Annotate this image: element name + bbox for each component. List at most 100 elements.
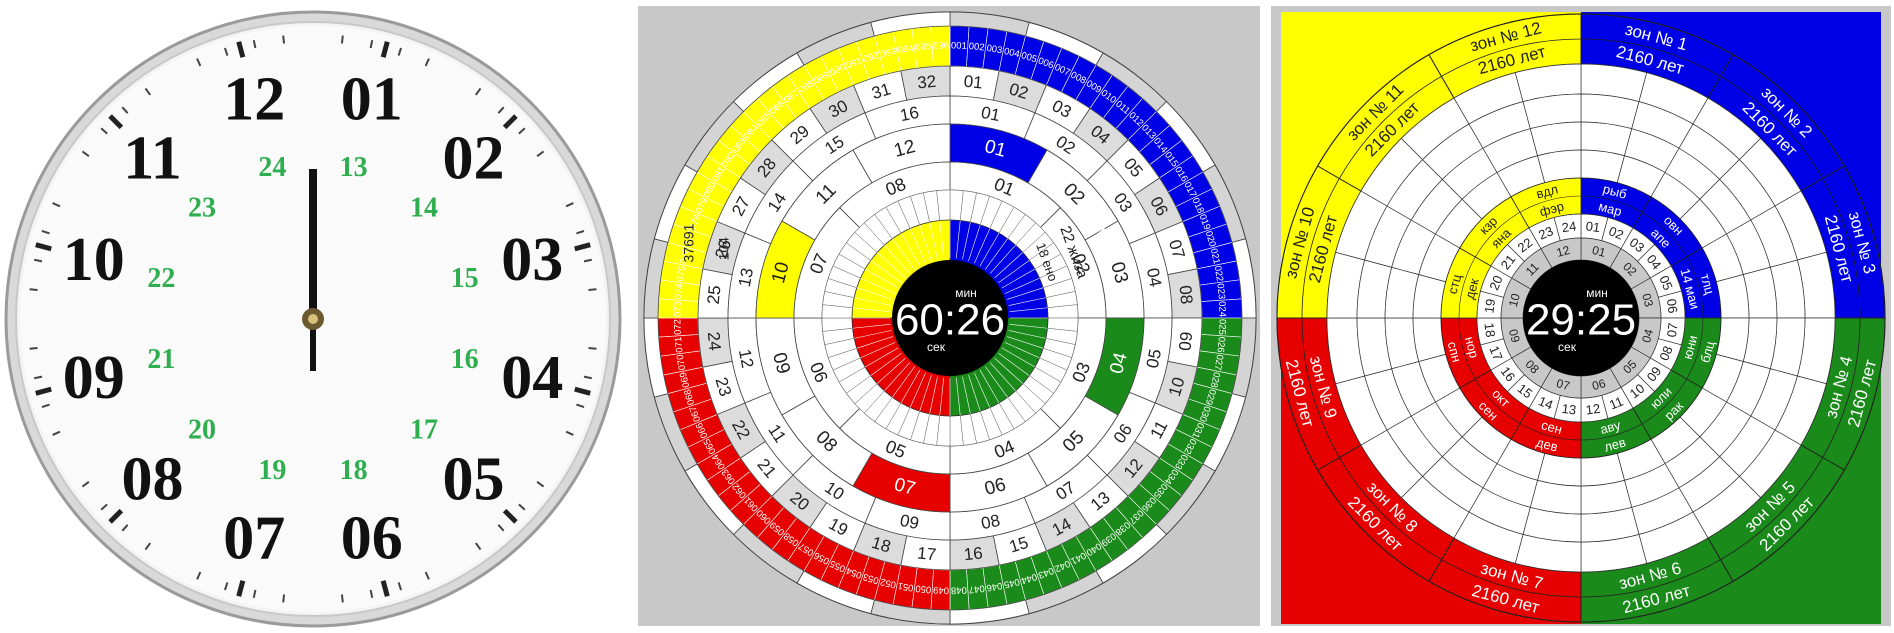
center-bottom-label: сек [927,340,946,354]
ring32-label: 31 [869,79,893,103]
minute-tick [583,375,592,380]
inner-num-label: 04 [1639,327,1656,344]
hour-tick [502,508,518,524]
inner-num-label: 06 [1591,376,1608,393]
minute-tick [340,35,344,44]
minute-tick [424,58,430,67]
minute-tick [52,202,61,208]
minute-tick [252,589,257,598]
num-ring-label: 19 [1481,298,1498,314]
hour-number: 11 [123,124,182,192]
hour-number: 06 [341,504,403,572]
ring96-label: 028 [1208,371,1222,389]
hour-number: 08 [121,446,183,514]
ring96-label: 053 [862,571,880,586]
month-mid-circle [1458,195,1704,441]
ring96-label: 026 [1214,336,1227,353]
ring96-label: 096 [933,40,949,52]
num-ring-label: 22 [1515,235,1536,256]
inner-tick [929,376,938,414]
inner-tick [864,347,899,368]
minute-tick [282,35,286,44]
ring16-label: 01 [979,103,1001,125]
outer-band-cell [870,11,951,37]
inner-tick [989,244,1016,274]
inner-tick [968,224,981,262]
ring96-label: 022 [1212,265,1225,282]
hour-tick [502,114,518,130]
inner-tick [955,220,961,259]
minute-tick [497,524,505,532]
month-inner-label: аву [1598,417,1622,437]
inner-tick [870,260,902,283]
inner-tick [900,369,921,404]
hour-hand [310,319,316,371]
month-label: тлц [1698,272,1718,296]
month-inner-label: сен [1540,417,1564,437]
inner-tick [1008,297,1046,306]
inner-tick [974,228,991,264]
ring96-label: 050 [915,582,932,595]
inner-hour-number: 14 [410,192,438,223]
inner-tick [962,376,971,414]
minute-tick [369,40,374,49]
minute-tick [196,571,202,580]
hour-tick [380,580,390,597]
ring96-label: 006 [1036,55,1055,71]
minute-tick [565,430,574,436]
inner-tick [860,277,896,294]
inner-tick [998,260,1030,283]
ring96-label: 023 [1214,283,1227,300]
minute-tick [536,481,545,488]
ring96-label: 095 [915,41,932,54]
inner-tick [979,232,1000,267]
inner-hour-number: 17 [410,415,438,446]
inner-hour-number: 24 [258,152,286,183]
ring96-label: 094 [897,43,914,56]
ring96-label: 024 [1216,301,1228,317]
minute-tick [100,503,108,511]
minute-tick [29,288,38,292]
zodiac-center-top: мин [1586,286,1608,300]
ring32-label: 01 [963,72,984,93]
ring96-label: 067 [687,404,703,423]
ring96-label: 076 [678,247,692,265]
ring96-label: 030 [1197,404,1213,423]
month-inner-label: юни [1680,334,1701,361]
minute-tick [223,582,229,591]
ring96-label: 069 [678,371,692,389]
minute-tick [583,258,592,263]
left-box-number: 37691 [681,223,697,262]
inner-tick [1004,342,1040,359]
inner-tick [854,297,892,306]
inner-tick [900,232,921,267]
inner-tick [854,330,892,339]
inner-hour-number: 18 [340,455,368,486]
ring16-label: 08 [979,511,1001,533]
ring32-label: 26 [711,237,735,261]
ring96-label: 092 [862,50,880,65]
num-ring-label: 14 [1536,393,1555,412]
num-ring-label: 01 [1585,218,1601,235]
ring96-label: 073 [672,301,684,317]
num-ring-label: 08 [1656,344,1675,363]
num-ring-label: 12 [1585,401,1601,418]
ring32-label: 10 [1165,375,1189,399]
minute-tick [565,202,574,208]
ring96-label: 071 [673,336,686,353]
inner-tick [864,268,899,289]
num-ring-label: 23 [1536,223,1555,242]
inner-tick [909,228,926,264]
hand-pivot-cap [308,314,318,324]
minute-tick [576,403,585,409]
minute-tick [34,258,43,263]
inner-tick [892,238,915,270]
left-box-number2: 104 [715,237,731,261]
num-ring-label: 18 [1481,322,1498,338]
hour-tick [574,386,591,396]
ring96-label: 001 [951,40,967,52]
ring96-label: 025 [1216,319,1228,335]
inner-tick [892,366,915,398]
